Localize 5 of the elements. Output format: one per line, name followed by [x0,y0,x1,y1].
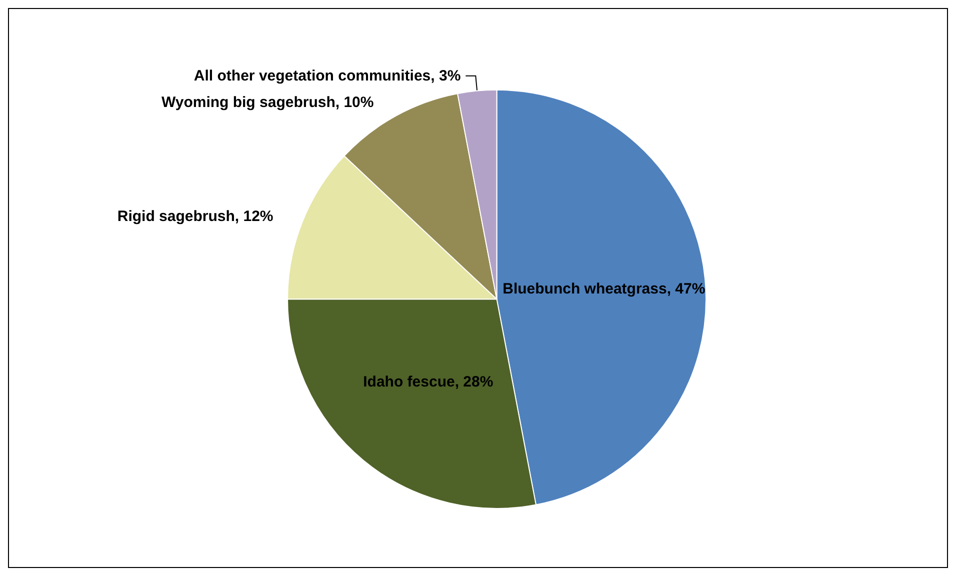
slice-label: Bluebunch wheatgrass, 47% [502,280,706,298]
slice-label: Rigid sagebrush, 12% [117,208,274,226]
slice-label: Wyoming big sagebrush, 10% [161,94,374,112]
slice-label: Idaho fescue, 28% [363,374,494,391]
slice-label: All other vegetation communities, 3% [194,67,461,84]
